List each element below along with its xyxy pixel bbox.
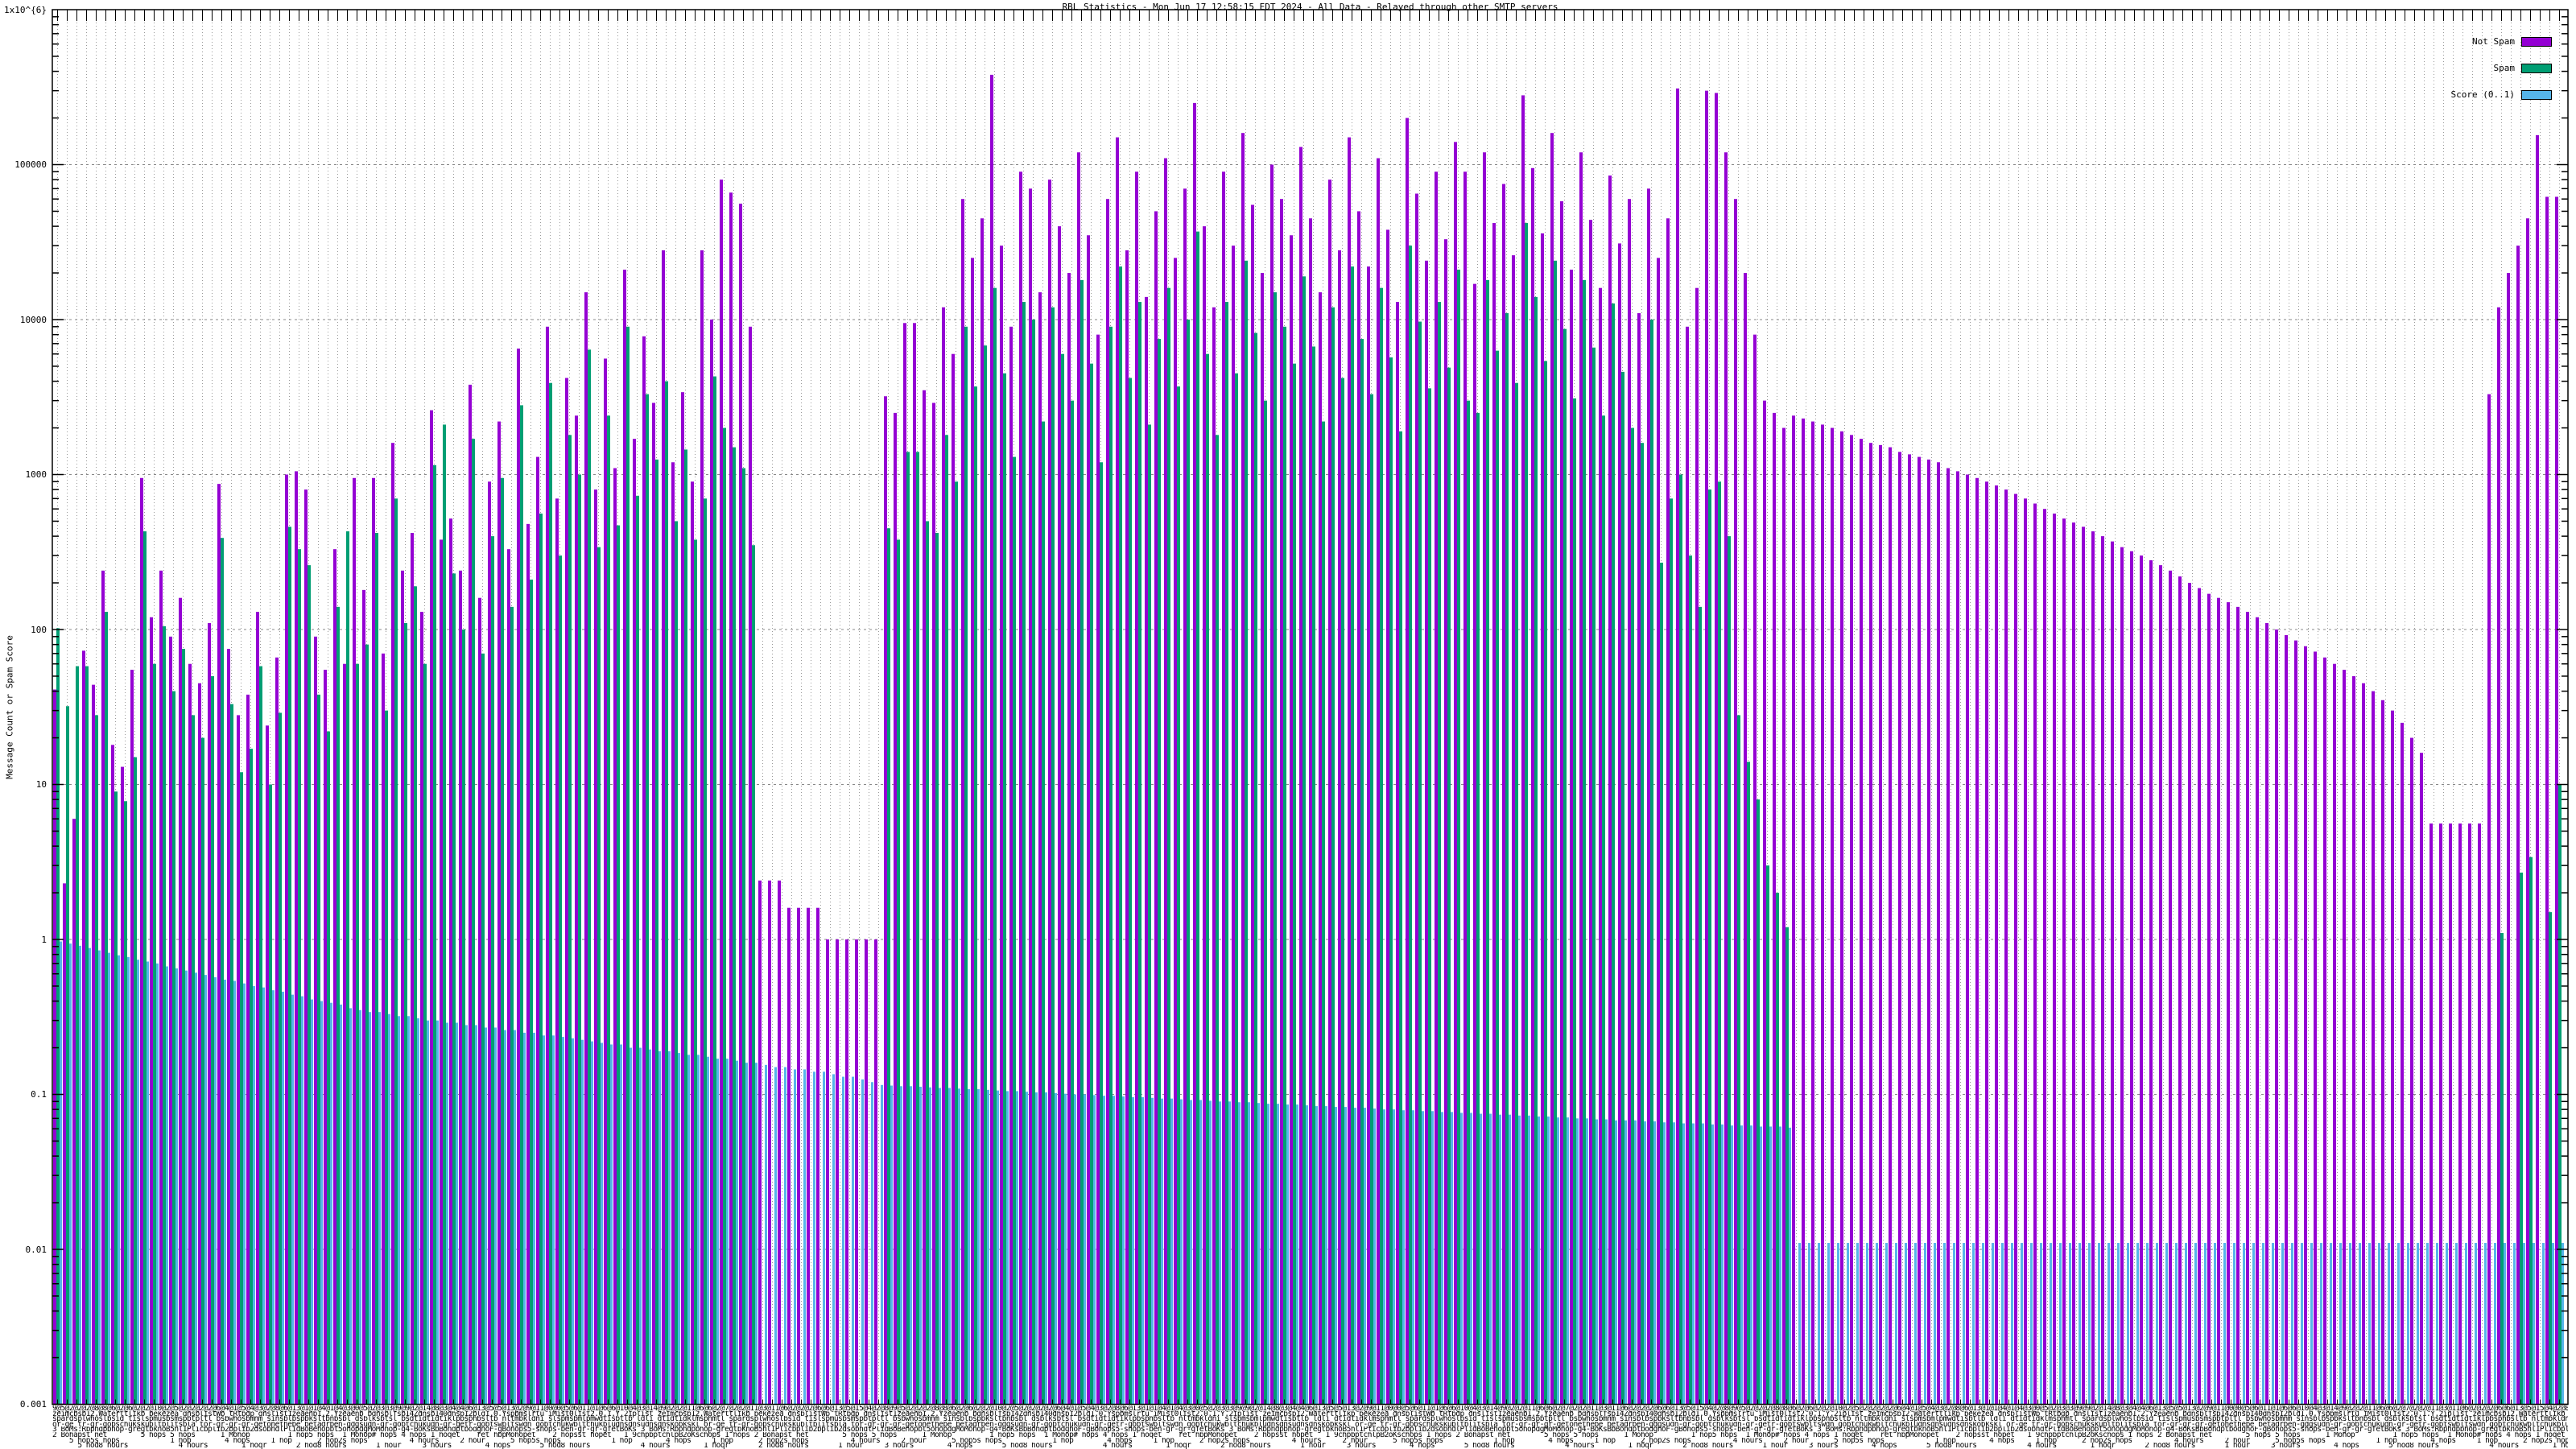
legend-label-score: Score (0..1)	[2450, 89, 2515, 100]
y-tick-label: 1x10^{6}	[4, 4, 47, 15]
y-tick-label: 10	[35, 779, 47, 790]
x-axis-label-row: or-ge tr-gr-gobschukskubltblitsbla tor-g…	[52, 1421, 2568, 1428]
y-tick-label: 100000	[14, 159, 47, 170]
legend-item-not-spam: Not Spam	[2326, 37, 2568, 47]
x-axis-label-row: zeimcbsb12.Waterttlikb bekezea dnsblistW…	[52, 1410, 2566, 1418]
legend-item-spam: Spam	[2326, 64, 2568, 73]
x-axis-label-row: spardsplwhoslbsid tislspmusbsmspbtpltl b…	[52, 1416, 2568, 1423]
y-tick-label: 100	[31, 624, 47, 635]
legend-swatch-spam	[2521, 64, 2552, 73]
legend-label-not-spam: Not Spam	[2472, 36, 2515, 47]
x-axis-label-row: 5 hop5s hops 1 hop 4 hops 1 hop 2 hop2s …	[68, 1437, 2568, 1444]
x-axis-labels: 9@5@2@2@2@8@8@6@2@6@2@2@10@2@5@2@2@2@2@6…	[52, 1406, 2568, 1449]
y-tick-label: 1000	[25, 469, 47, 480]
y-tick-label: 0.1	[31, 1089, 47, 1100]
y-tick-label: 0.01	[25, 1244, 47, 1255]
y-tick-label: 1	[41, 934, 47, 945]
x-axis-label-row: 5 hod8 hours 4 hours 1 hoqr 2 hod8 hours…	[77, 1443, 2568, 1449]
y-tick-label: 0.001	[19, 1399, 47, 1410]
legend-swatch-not-spam	[2521, 37, 2552, 47]
y-tick-label: 10000	[19, 314, 47, 325]
x-axis-label-row: 2 Bohapst net 5 hops 5 hops 1 Mohop 1 ho…	[52, 1432, 2566, 1439]
legend-label-spam: Spam	[2493, 63, 2516, 73]
x-axis-label-row: 9@5@2@2@2@8@8@6@2@6@2@2@10@2@5@2@2@2@2@6…	[52, 1406, 2568, 1412]
legend-swatch-score	[2521, 90, 2552, 100]
x-axis-label-row: 3 BoMs:Rbphdpbhop-gregtbknoB5hl1Plicbpli…	[52, 1426, 2568, 1434]
legend-item-score: Score (0..1)	[2326, 90, 2568, 100]
